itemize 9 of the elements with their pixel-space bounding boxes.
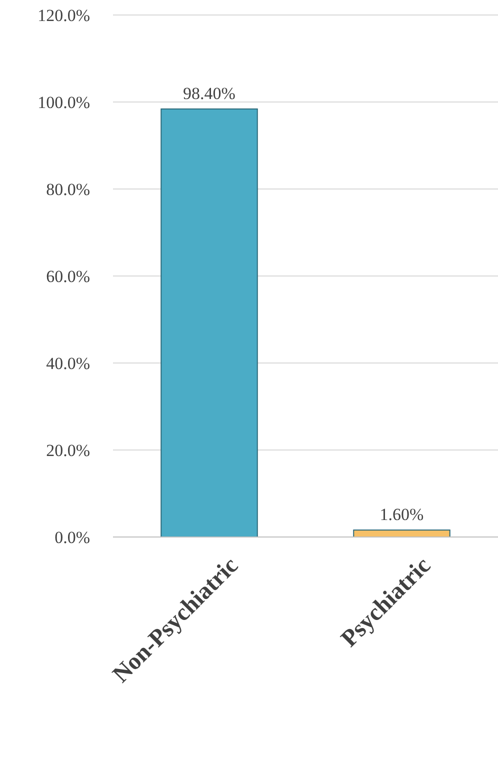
data-label: 1.60%	[380, 505, 424, 524]
y-tick-label: 0.0%	[54, 528, 90, 547]
y-tick-label: 100.0%	[38, 92, 90, 112]
y-tick-label: 40.0%	[46, 354, 90, 373]
y-tick-label: 80.0%	[46, 180, 90, 199]
y-tick-label: 60.0%	[46, 266, 90, 286]
data-label: 98.40%	[183, 84, 236, 103]
y-tick-label: 120.0%	[38, 6, 90, 25]
y-tick-label: 20.0%	[46, 440, 90, 460]
